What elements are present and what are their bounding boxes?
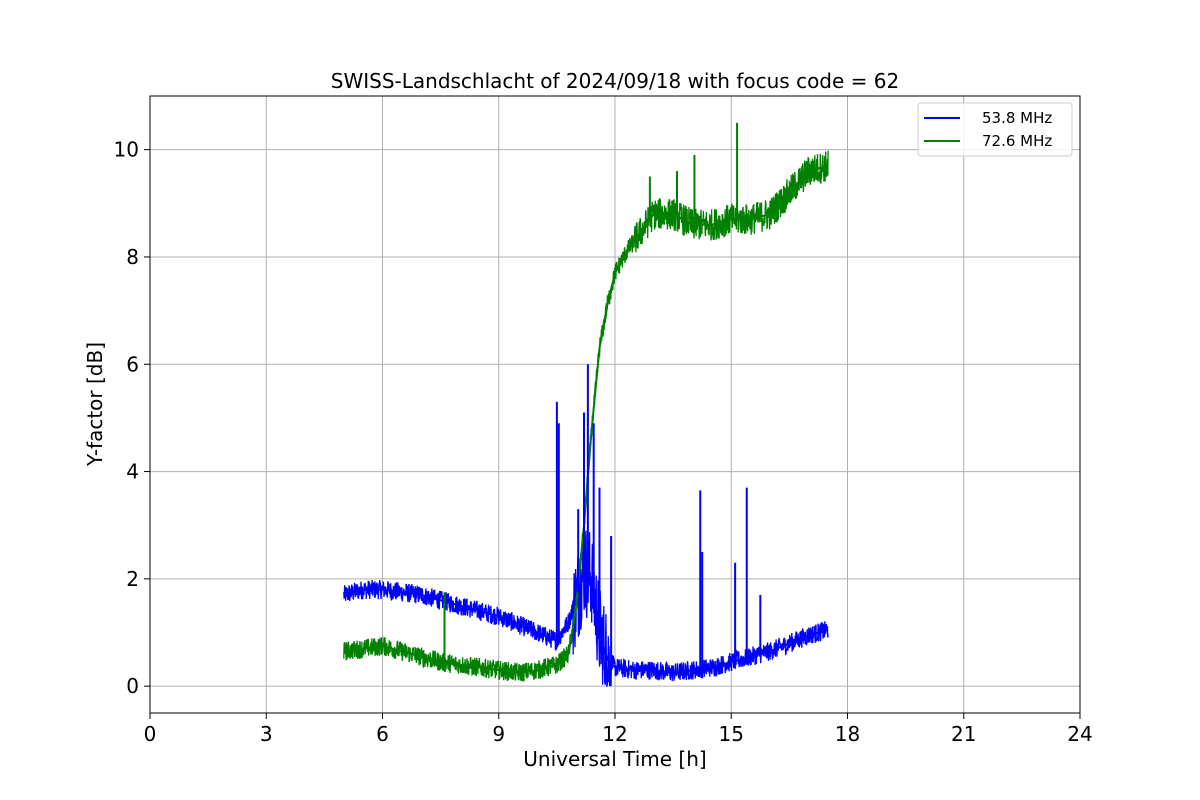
series-1	[343, 150, 829, 682]
legend-label-72-6: 72.6 MHz	[982, 132, 1052, 150]
legend-label-53-8: 53.8 MHz	[982, 109, 1052, 127]
x-tick-label: 9	[492, 722, 505, 746]
y-tick-label: 8	[126, 245, 139, 269]
chart-title: SWISS-Landschlacht of 2024/09/18 with fo…	[331, 69, 899, 93]
y-tick-label: 2	[126, 567, 139, 591]
x-tick-label: 6	[376, 722, 389, 746]
x-tick-label: 15	[719, 722, 744, 746]
series-layer	[343, 122, 829, 688]
y-tick-label: 4	[126, 460, 139, 484]
y-tick-label: 10	[114, 138, 139, 162]
x-tick-label: 21	[951, 722, 976, 746]
x-tick-label: 0	[144, 722, 157, 746]
legend: 53.8 MHz 72.6 MHz	[917, 102, 1073, 157]
legend-box	[917, 102, 1073, 157]
y-tick-label: 6	[126, 352, 139, 376]
y-axis-label: Y-factor [dB]	[83, 342, 107, 467]
x-tick-label: 18	[835, 722, 860, 746]
x-tick-label: 12	[602, 722, 627, 746]
x-tick-label: 3	[260, 722, 273, 746]
series-noise	[343, 150, 829, 682]
x-tick-label: 24	[1067, 722, 1092, 746]
x-axis-label: Universal Time [h]	[523, 747, 706, 771]
series-noise	[343, 530, 829, 688]
y-tick-label: 0	[126, 674, 139, 698]
